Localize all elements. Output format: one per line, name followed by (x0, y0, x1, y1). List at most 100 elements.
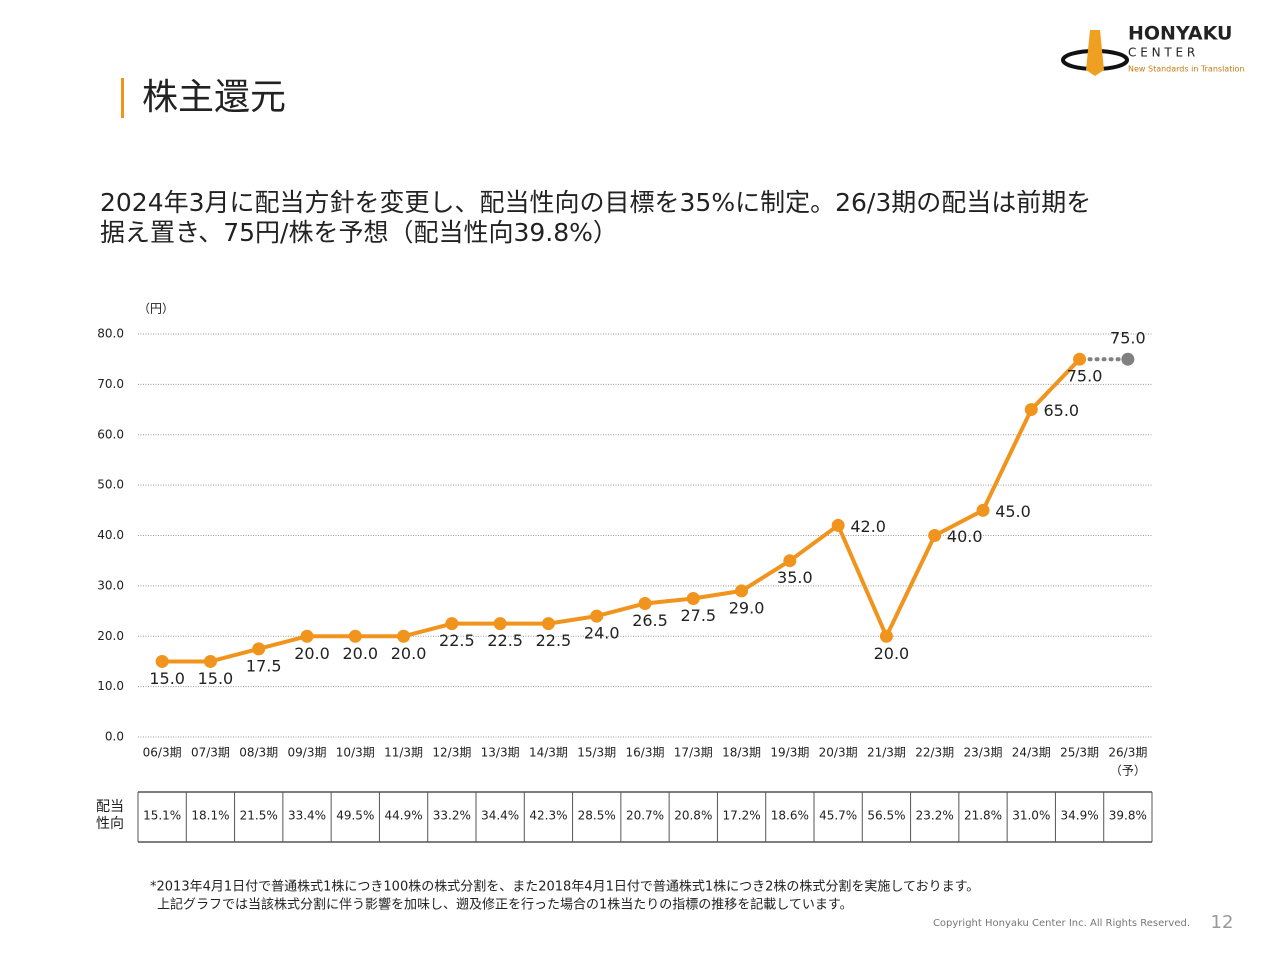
y-tick-label: 40.0 (97, 528, 124, 542)
table-cell: 15.1% (143, 809, 181, 823)
x-tick-label: 06/3期 (143, 746, 182, 760)
table-row-label: 性向 (96, 816, 124, 832)
table-cell: 49.5% (336, 809, 374, 823)
table-cell: 20.7% (626, 809, 664, 823)
x-tick-label: 13/3期 (481, 746, 520, 760)
table-cell: 33.4% (288, 809, 326, 823)
value-label: 20.0 (874, 644, 910, 663)
y-tick-label: 0.0 (105, 730, 124, 744)
value-label: 22.5 (536, 631, 572, 650)
logo-sub: C E N T E R (1128, 46, 1195, 60)
value-label: 27.5 (680, 606, 716, 625)
point (155, 654, 169, 668)
y-tick-label: 60.0 (97, 427, 124, 441)
point (300, 629, 314, 643)
point (1024, 403, 1038, 417)
value-label: 65.0 (1043, 401, 1079, 420)
point (348, 629, 362, 643)
footnote: 上記グラフでは当該株式分割に伴う影響を加味し、遡及修正を行った場合の1株当たりの… (157, 897, 853, 913)
point (735, 584, 749, 598)
table-cell: 31.0% (1012, 809, 1050, 823)
value-label: 15.0 (198, 669, 234, 688)
x-tick-label: 11/3期 (384, 746, 423, 760)
y-tick-label: 20.0 (97, 629, 124, 643)
table-row-label: 配当 (96, 799, 124, 815)
footnote: *2013年4月1日付で普通株式1株につき100株の株式分割を、また2018年4… (150, 879, 979, 895)
x-tick-label: 18/3期 (722, 746, 761, 760)
point (879, 629, 893, 643)
title: 株主還元 (142, 77, 286, 118)
x-tick-label: 23/3期 (964, 746, 1003, 760)
value-label: 29.0 (729, 598, 765, 617)
value-label: 20.0 (294, 644, 330, 663)
x-tick-label: 25/3期 (1060, 746, 1099, 760)
table-cell: 45.7% (819, 809, 857, 823)
y-unit: （円） (138, 302, 174, 316)
logo-pen (1086, 30, 1104, 76)
value-label: 40.0 (947, 527, 983, 546)
value-label: 22.5 (487, 631, 523, 650)
x-tick-label: 26/3期 (1108, 746, 1147, 760)
y-tick-label: 50.0 (97, 478, 124, 492)
x-tick-label: 09/3期 (288, 746, 327, 760)
point (203, 654, 217, 668)
subtitle-line: 据え置き、75円/株を予想（配当性向39.8%） (100, 218, 618, 247)
point (493, 617, 507, 631)
value-label: 35.0 (777, 568, 813, 587)
table-cell: 20.8% (674, 809, 712, 823)
table-cell: 56.5% (867, 809, 905, 823)
table-cell: 34.9% (1061, 809, 1099, 823)
x-tick-label: 10/3期 (336, 746, 375, 760)
value-label: 20.0 (342, 644, 378, 663)
point (638, 597, 652, 611)
table-cell: 42.3% (529, 809, 567, 823)
table-cell: 39.8% (1109, 809, 1147, 823)
x-tick-note: （予） (1110, 764, 1146, 778)
x-tick-label: 22/3期 (915, 746, 954, 760)
x-tick-label: 08/3期 (239, 746, 278, 760)
table-cell: 33.2% (433, 809, 471, 823)
value-label: 75.0 (1110, 329, 1146, 348)
point (445, 617, 459, 631)
table-cell: 18.6% (771, 809, 809, 823)
value-label: 42.0 (850, 517, 886, 536)
line (162, 357, 1082, 664)
copyright: Copyright Honyaku Center Inc. All Rights… (933, 918, 1190, 929)
value-label: 75.0 (1067, 367, 1103, 386)
value-label: 20.0 (391, 644, 427, 663)
y-tick-label: 30.0 (97, 578, 124, 592)
x-tick-label: 20/3期 (819, 746, 858, 760)
x-tick-label: 15/3期 (577, 746, 616, 760)
table-cell: 44.9% (385, 809, 423, 823)
subtitle-line: 2024年3月に配当方針を変更し、配当性向の目標を35%に制定。26/3期の配当… (100, 188, 1091, 217)
table-cell: 23.2% (916, 809, 954, 823)
point (1073, 352, 1087, 366)
value-label: 15.0 (149, 669, 185, 688)
point (831, 518, 845, 532)
table-cell: 21.8% (964, 809, 1002, 823)
value-label: 17.5 (246, 656, 282, 675)
point (976, 503, 990, 517)
point (686, 591, 700, 605)
logo: HONYAKU C E N T E R New Standards in Tra… (1061, 23, 1245, 76)
point (541, 617, 555, 631)
x-tick-label: 19/3期 (770, 746, 809, 760)
x-tick-label: 24/3期 (1012, 746, 1051, 760)
value-label: 26.5 (632, 611, 668, 630)
page-number: 12 (1211, 912, 1234, 933)
table-cell: 18.1% (191, 809, 229, 823)
y-tick-label: 80.0 (97, 327, 124, 341)
point (1121, 352, 1135, 366)
point (590, 609, 604, 623)
title-bar (121, 78, 124, 118)
x-tick-label: 21/3期 (867, 746, 906, 760)
y-tick-label: 10.0 (97, 679, 124, 693)
value-label: 45.0 (995, 502, 1031, 521)
logo-tagline: New Standards in Translation (1128, 65, 1245, 74)
table-cell: 21.5% (240, 809, 278, 823)
point (397, 629, 411, 643)
value-label: 24.0 (584, 624, 620, 643)
x-tick-label: 07/3期 (191, 746, 230, 760)
x-tick-label: 16/3期 (626, 746, 665, 760)
